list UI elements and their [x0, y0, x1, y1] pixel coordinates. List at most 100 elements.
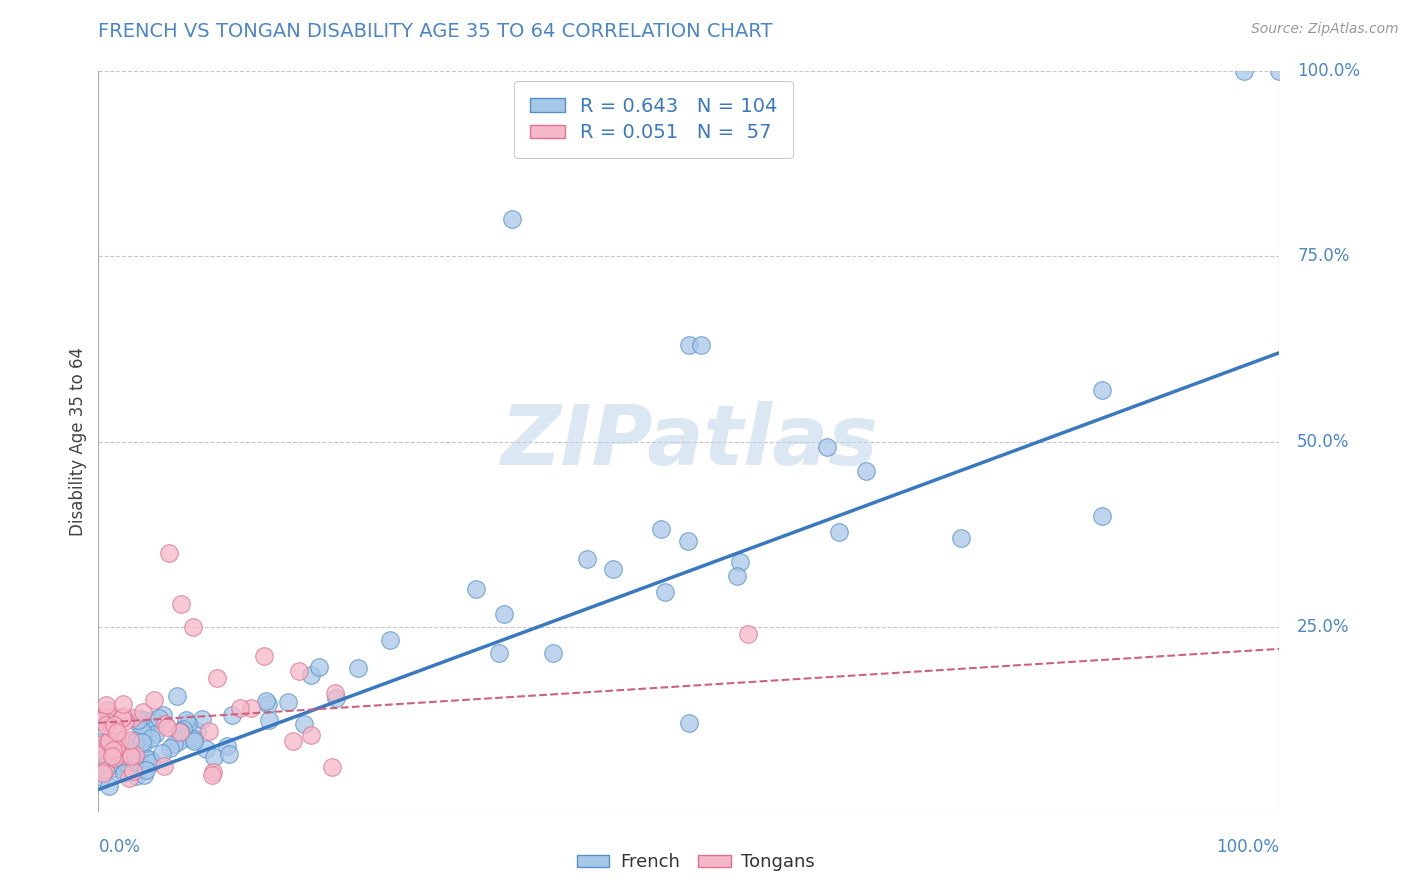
Point: [97, 780, 120, 794]
Point: [157, 546, 180, 560]
Point: [111, 743, 134, 757]
Point: [166, 689, 188, 703]
Point: [167, 733, 190, 747]
Point: [128, 717, 150, 731]
Point: [488, 646, 510, 660]
Point: [127, 757, 149, 772]
Point: [177, 715, 200, 730]
Point: [111, 697, 134, 711]
Point: [121, 735, 143, 749]
Point: [150, 746, 173, 760]
Point: [101, 742, 124, 756]
Text: ZIPatlas: ZIPatlas: [501, 401, 877, 482]
Point: [689, 338, 711, 352]
Point: [132, 705, 155, 719]
Point: [108, 732, 131, 747]
Point: [183, 734, 205, 748]
Point: [93, 762, 115, 776]
Point: [152, 707, 174, 722]
Point: [1268, 64, 1291, 78]
Text: 100.0%: 100.0%: [1216, 838, 1279, 855]
Point: [347, 660, 370, 674]
Point: [120, 742, 142, 756]
Point: [120, 764, 142, 778]
Point: [132, 727, 155, 741]
Point: [155, 716, 177, 731]
Point: [118, 732, 141, 747]
Point: [101, 755, 124, 769]
Point: [90, 735, 112, 749]
Point: [105, 725, 128, 739]
Point: [136, 728, 159, 742]
Point: [229, 701, 252, 715]
Point: [97, 709, 120, 723]
Point: [104, 741, 127, 756]
Point: [105, 730, 128, 744]
Text: Source: ZipAtlas.com: Source: ZipAtlas.com: [1251, 22, 1399, 37]
Point: [94, 718, 117, 732]
Point: [678, 533, 700, 548]
Point: [1233, 64, 1256, 78]
Point: [197, 724, 219, 739]
Point: [277, 694, 299, 708]
Point: [541, 646, 564, 660]
Point: [142, 713, 165, 727]
Point: [159, 740, 181, 755]
Point: [163, 737, 186, 751]
Point: [94, 759, 117, 773]
Point: [1091, 508, 1114, 523]
Point: [91, 770, 114, 784]
Point: [110, 748, 132, 763]
Point: [181, 619, 204, 633]
Point: [194, 741, 217, 756]
Point: [139, 756, 162, 771]
Point: [308, 659, 330, 673]
Point: [139, 753, 162, 767]
Point: [97, 749, 120, 764]
Point: [218, 747, 240, 762]
Point: [98, 734, 121, 748]
Point: [949, 531, 972, 545]
Point: [292, 717, 315, 731]
Point: [97, 735, 120, 749]
Point: [142, 693, 165, 707]
Point: [143, 726, 166, 740]
Point: [122, 764, 145, 778]
Point: [283, 734, 305, 748]
Point: [135, 764, 157, 778]
Point: [91, 742, 114, 756]
Point: [110, 746, 132, 760]
Point: [131, 724, 153, 739]
Point: [89, 747, 111, 761]
Point: [117, 758, 139, 772]
Point: [103, 718, 125, 732]
Point: [170, 598, 193, 612]
Point: [111, 747, 134, 761]
Point: [97, 714, 120, 729]
Point: [148, 711, 170, 725]
Point: [299, 668, 322, 682]
Text: 0.0%: 0.0%: [98, 838, 141, 855]
Point: [169, 725, 191, 739]
Point: [104, 741, 127, 756]
Point: [135, 751, 157, 765]
Point: [129, 713, 152, 727]
Point: [172, 722, 194, 736]
Point: [221, 708, 243, 723]
Point: [134, 736, 156, 750]
Point: [1091, 383, 1114, 397]
Point: [105, 743, 128, 757]
Point: [104, 757, 127, 772]
Point: [174, 713, 197, 727]
Point: [815, 440, 838, 454]
Point: [120, 749, 142, 764]
Point: [321, 759, 343, 773]
Point: [254, 694, 277, 708]
Point: [179, 731, 201, 746]
Text: FRENCH VS TONGAN DISABILITY AGE 35 TO 64 CORRELATION CHART: FRENCH VS TONGAN DISABILITY AGE 35 TO 64…: [98, 22, 773, 41]
Point: [169, 724, 191, 739]
Point: [139, 731, 162, 746]
Point: [191, 712, 214, 726]
Y-axis label: Disability Age 35 to 64: Disability Age 35 to 64: [69, 347, 87, 536]
Point: [725, 568, 748, 582]
